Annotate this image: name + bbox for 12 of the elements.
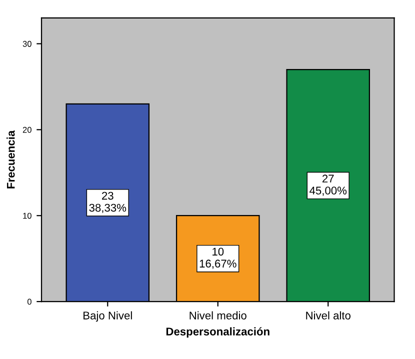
y-axis-title: Frecuencia: [6, 130, 15, 188]
x-tick-label: Nivel medio: [190, 311, 246, 320]
y-tick-label: 0: [27, 298, 32, 305]
data-label: 23 38,33%: [89, 192, 126, 214]
y-tick-label: 30: [22, 40, 32, 47]
y-tick-label: 20: [22, 126, 32, 133]
data-label: 27 45,00%: [310, 174, 347, 196]
y-tick-label: 10: [23, 212, 32, 219]
data-label: 10 16,67%: [200, 248, 236, 269]
x-tick-label: Nivel alto: [306, 311, 350, 320]
x-axis-title: Despersonalización: [166, 327, 270, 338]
x-tick-label: Bajo Nivel: [84, 311, 132, 322]
